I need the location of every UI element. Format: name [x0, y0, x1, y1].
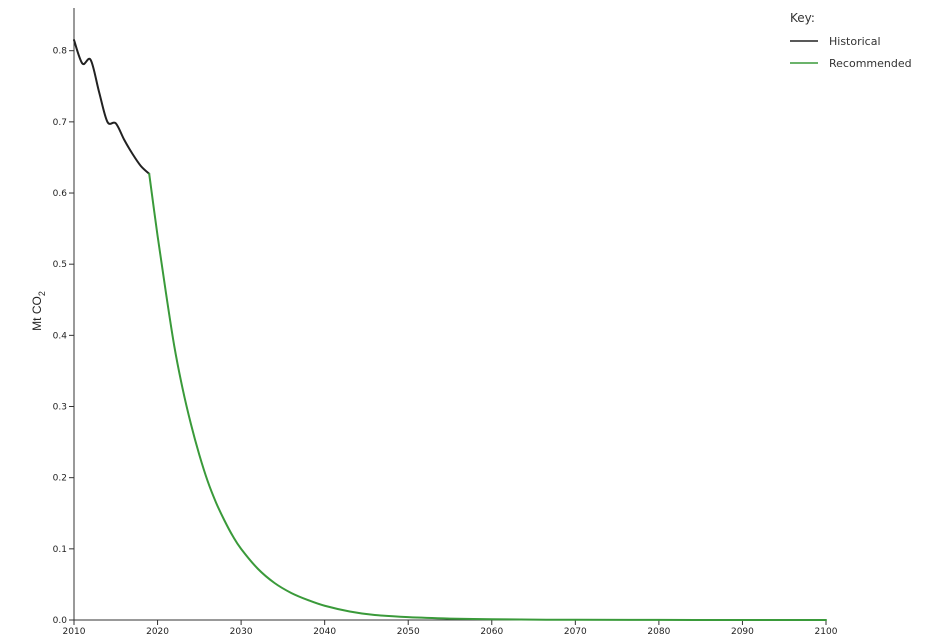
y-tick-label: 0.3	[53, 403, 67, 413]
x-tick-label: 2010	[63, 627, 86, 637]
x-tick-label: 2100	[815, 627, 838, 637]
legend-label-recommended: Recommended	[829, 57, 912, 70]
x-tick-label: 2030	[230, 627, 253, 637]
x-axis: 2010 2020 2030 2040 2050 2060 2070 2080 2090 2100	[63, 619, 838, 637]
legend-title: Key:	[790, 11, 815, 25]
y-axis: 0.0 0.1 0.2 0.3 0.4 0.5 0.6 0.7 0.8	[53, 8, 75, 626]
x-tick-label: 2070	[564, 627, 587, 637]
y-tick-label: 0.6	[53, 189, 68, 199]
x-tick-label: 2080	[647, 627, 670, 637]
x-tick-label: 2040	[313, 627, 336, 637]
y-tick-label: 0.7	[53, 118, 67, 128]
y-axis-title-subscript: 2	[37, 291, 47, 296]
x-tick-label: 2090	[731, 627, 754, 637]
y-tick-label: 0.4	[53, 331, 68, 341]
x-tick-label: 2050	[397, 627, 420, 637]
legend-label-historical: Historical	[829, 35, 881, 48]
y-axis-title: Mt CO2	[30, 291, 47, 331]
y-tick-label: 0.8	[53, 47, 68, 57]
y-axis-title-main: Mt CO	[30, 296, 44, 331]
x-tick-label: 2020	[146, 627, 169, 637]
x-tick-label: 2060	[480, 627, 503, 637]
y-tick-label: 0.5	[53, 260, 67, 270]
legend: Key: Historical Recommended	[790, 11, 912, 70]
series-line-historical	[73, 39, 151, 175]
series-layer	[73, 39, 827, 622]
series-line-recommended	[148, 172, 827, 622]
y-tick-label: 0.2	[53, 474, 67, 484]
y-tick-label: 0.1	[53, 545, 67, 555]
y-tick-label: 0.0	[53, 616, 68, 626]
